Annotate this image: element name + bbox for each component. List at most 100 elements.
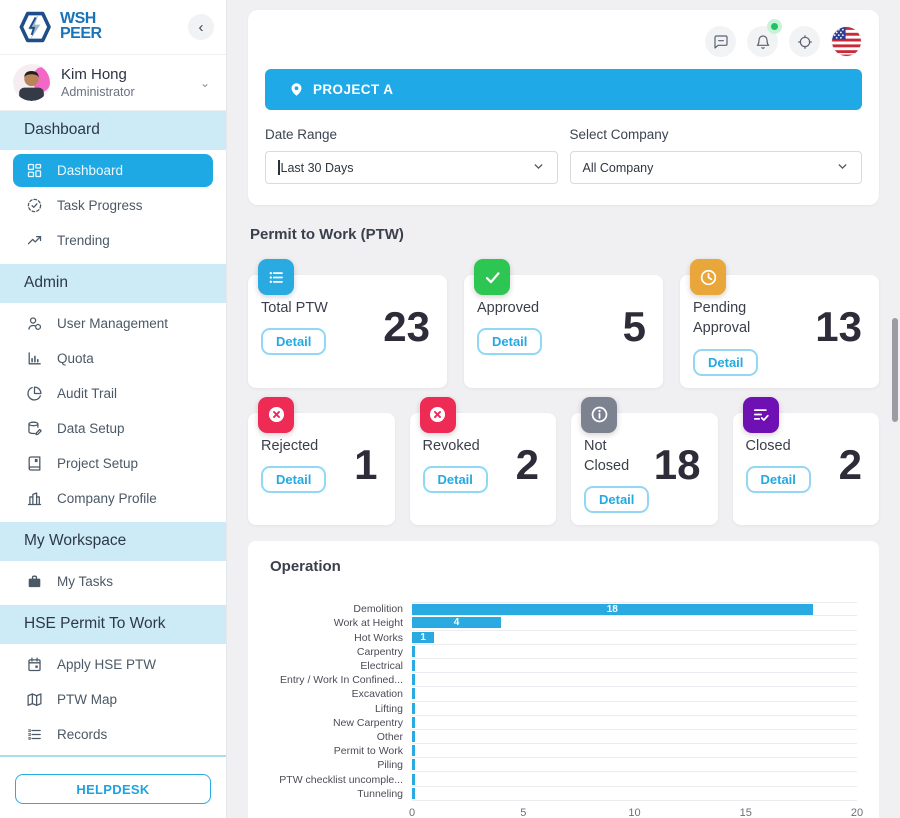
x-axis-tick-label: 5 xyxy=(520,806,527,818)
sidebar-item-my-tasks[interactable]: My Tasks xyxy=(13,565,213,598)
sidebar-item-trending[interactable]: Trending xyxy=(13,224,213,257)
detail-button-pending-approval[interactable]: Detail xyxy=(693,348,759,376)
display-settings-button[interactable] xyxy=(789,26,820,57)
sidebar-item-label: User Management xyxy=(57,316,169,331)
chart-track: 1 xyxy=(412,631,857,645)
sidebar-item-ptw-map[interactable]: PTW Map xyxy=(13,683,213,716)
task-progress-icon xyxy=(26,197,43,214)
topbar-icon-row xyxy=(265,19,862,69)
chart-title: Operation xyxy=(270,558,341,576)
sidebar-item-dashboard[interactable]: Dashboard xyxy=(13,154,213,187)
chart-bar xyxy=(412,745,415,757)
section-header-hse-permit-to-work: HSE Permit To Work xyxy=(0,605,226,644)
map-pin-icon xyxy=(291,83,302,96)
chart-row-ptw-checklist-uncomple: PTW checklist uncomple... xyxy=(270,772,857,787)
chart-category-label: Excavation xyxy=(351,688,403,701)
chart-category-label: Lifting xyxy=(374,702,403,715)
helpdesk-button[interactable]: HELPDESK xyxy=(15,774,211,804)
sidebar-divider xyxy=(0,755,226,757)
sidebar-item-records[interactable]: Records xyxy=(13,718,213,751)
sidebar-item-label: Dashboard xyxy=(57,163,124,178)
chart-row-carpentry: Carpentry xyxy=(270,645,857,659)
chart-track xyxy=(412,744,857,759)
card-title: Approved xyxy=(477,300,540,316)
chart-category-label: Work at Height xyxy=(333,617,403,630)
sidebar-nav: Dashboard Dashboard Task Progress Trending A… xyxy=(0,111,226,755)
card-left: Closed Detail xyxy=(745,436,811,493)
notifications-button[interactable] xyxy=(747,19,782,57)
chart-row-tunneling: Tunneling xyxy=(270,787,857,801)
sidebar-item-apply-hse-ptw[interactable]: Apply HSE PTW xyxy=(13,648,213,681)
clock-icon xyxy=(690,259,726,295)
sidebar: WSH PEER ‹ Kim Hong Administrator ⌄ Dash xyxy=(0,0,227,818)
logo-text: WSH PEER xyxy=(60,10,102,42)
project-banner-label: PROJECT A xyxy=(313,82,394,97)
sidebar-item-user-management[interactable]: User Management xyxy=(13,307,213,340)
card-value: 13 xyxy=(815,303,862,350)
notification-dot xyxy=(771,23,778,30)
x-axis-tick-label: 10 xyxy=(628,806,641,818)
card-body: Not Closed Detail 18 xyxy=(584,436,704,514)
project-banner[interactable]: PROJECT A xyxy=(265,69,862,110)
chart-track xyxy=(412,787,857,801)
chart-row-electrical: Electrical xyxy=(270,659,857,674)
sidebar-item-label: Company Profile xyxy=(57,491,157,506)
chart-category-label: Entry / Work In Confined... xyxy=(280,674,403,687)
chart-bar xyxy=(412,645,415,657)
company-select[interactable]: All Company xyxy=(569,151,862,184)
detail-button-approved[interactable]: Detail xyxy=(477,328,543,356)
chart-row-work-at-height: Work at Height 4 xyxy=(270,616,857,631)
chevron-down-icon: ⌄ xyxy=(199,75,210,90)
detail-button-rejected[interactable]: Detail xyxy=(261,465,327,493)
date-range-value: Last 30 Days xyxy=(280,160,354,175)
detail-button-revoked[interactable]: Detail xyxy=(422,465,488,493)
chart-track xyxy=(412,772,857,787)
user-profile[interactable]: Kim Hong Administrator ⌄ xyxy=(0,55,226,111)
sidebar-item-company-profile[interactable]: Company Profile xyxy=(13,482,213,515)
detail-button-not-closed[interactable]: Detail xyxy=(584,486,650,514)
dashboard-grid-icon xyxy=(26,162,43,179)
user-management-icon xyxy=(26,315,43,332)
chart-row-demolition: Demolition 18 xyxy=(270,602,857,617)
sidebar-item-audit-trail[interactable]: Audit Trail xyxy=(13,377,213,410)
chart-track xyxy=(412,730,857,745)
card-value: 2 xyxy=(838,440,862,488)
section-header-admin: Admin xyxy=(0,264,226,303)
chart-bar xyxy=(412,730,415,742)
detail-button-total-ptw[interactable]: Detail xyxy=(261,328,327,356)
chat-button[interactable] xyxy=(705,26,736,57)
detail-button-closed[interactable]: Detail xyxy=(745,465,811,493)
chevron-down-icon xyxy=(836,160,849,176)
chart-track xyxy=(412,702,857,716)
ptw-section-title: Permit to Work (PTW) xyxy=(250,226,404,243)
vertical-scrollbar-thumb[interactable] xyxy=(892,318,898,422)
chart-category-label: Piling xyxy=(377,759,403,772)
card-value: 18 xyxy=(653,440,701,488)
operation-chart-card: Operation Demolition 18 Work at Height 4 Hot… xyxy=(248,541,879,818)
x-axis-tick-label: 0 xyxy=(408,806,416,818)
chart-rows: Demolition 18 Work at Height 4 Hot Works 1 Car… xyxy=(270,602,857,801)
chart-category-label: Tunneling xyxy=(357,787,403,800)
user-name: Kim Hong xyxy=(61,66,127,83)
card-body: Rejected Detail 1 xyxy=(261,436,381,493)
user-info: Kim Hong Administrator xyxy=(61,66,135,99)
language-flag-us-button[interactable] xyxy=(831,26,862,57)
ptw-card-closed: Closed Detail 2 xyxy=(732,396,879,526)
chart-bar xyxy=(412,674,415,686)
chart-x-axis: 0 5 10 15 20 xyxy=(408,805,863,818)
date-range-select[interactable]: Last 30 Days xyxy=(265,151,558,184)
notification-badge xyxy=(767,19,782,34)
display-settings-icon xyxy=(797,34,813,50)
list-icon xyxy=(258,259,294,295)
sidebar-item-task-progress[interactable]: Task Progress xyxy=(13,189,213,222)
card-title: Rejected xyxy=(261,437,319,454)
ptw-cards-row-2: Rejected Detail 1 Revoked Detail 2 Not Closed D… xyxy=(248,396,879,526)
check-icon xyxy=(474,259,510,295)
card-body: Pending Approval Detail 13 xyxy=(693,298,865,376)
sidebar-item-quota[interactable]: Quota xyxy=(13,342,213,375)
card-left: Rejected Detail xyxy=(261,436,327,493)
sidebar-item-project-setup[interactable]: Project Setup xyxy=(13,447,213,480)
sidebar-item-data-setup[interactable]: Data Setup xyxy=(13,412,213,445)
sidebar-collapse-button[interactable]: ‹ xyxy=(188,14,214,40)
date-range-filter: Date Range Last 30 Days xyxy=(265,127,558,184)
